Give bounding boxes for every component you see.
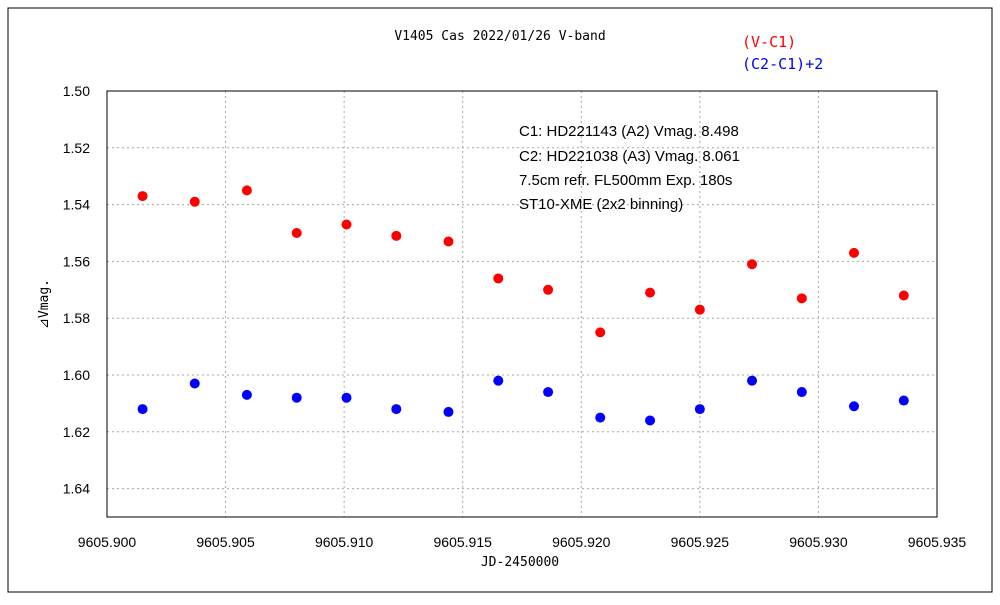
data-point [391,230,402,241]
data-point [189,378,200,389]
x-tick-labels: 9605.900 9605.905 9605.910 9605.915 9605.920… [78,534,967,550]
x-tick-label: 9605.920 [552,534,611,550]
y-tick-label: 1.52 [63,140,90,156]
data-points [137,185,909,426]
data-point [341,219,352,230]
data-point [241,389,252,400]
y-tick-label: 1.56 [63,253,90,269]
annotation-line-3: 7.5cm refr. FL500mm Exp. 180s [519,172,732,189]
legend-entry-c2-c1: (C2-C1)+2 [742,55,823,73]
x-tick-label: 9605.915 [434,534,493,550]
data-point [341,392,352,403]
x-tick-label: 9605.930 [789,534,848,550]
data-point [645,287,656,298]
data-point [137,404,148,415]
data-point [796,387,807,398]
data-point [645,415,656,426]
data-point [443,236,454,247]
data-point [898,290,909,301]
data-point [694,304,705,315]
chart-title: V1405 Cas 2022/01/26 V-band [394,29,605,44]
x-tick-label: 9605.925 [671,534,730,550]
y-tick-label: 1.54 [63,197,90,213]
data-point [291,392,302,403]
y-tick-label: 1.50 [63,83,90,99]
plot-area [106,90,938,518]
data-point [595,412,606,423]
data-point [391,404,402,415]
legend-entry-v-c1: (V-C1) [742,33,796,51]
series-v-c1 [137,185,909,338]
x-tick-label: 9605.910 [315,534,374,550]
data-point [241,185,252,196]
y-tick-label: 1.62 [63,424,90,440]
x-tick-label: 9605.905 [196,534,255,550]
data-point [849,247,859,258]
data-point [747,259,758,270]
annotation-block: C1: HD221143 (A2) Vmag. 8.498 C2: HD2210… [519,123,740,213]
y-tick-label: 1.60 [63,367,90,383]
data-point [747,375,758,386]
data-point [291,228,302,238]
data-point [493,273,504,284]
y-tick-labels: 1.50 1.52 1.54 1.56 1.58 1.60 1.62 1.64 [63,83,90,497]
x-axis-label: JD-2450000 [481,555,559,570]
y-tick-label: 1.64 [63,481,90,497]
data-point [189,196,200,207]
data-point [137,191,148,202]
annotation-line-1: C1: HD221143 (A2) Vmag. 8.498 [519,123,739,140]
outer-frame [7,7,993,593]
y-tick-label: 1.58 [63,310,90,326]
data-point [898,395,909,406]
data-point [543,284,554,295]
x-tick-label: 9605.935 [908,534,967,550]
annotation-line-2: C2: HD221038 (A3) Vmag. 8.061 [519,148,740,165]
data-point [443,406,454,417]
data-point [694,404,705,415]
x-tick-label: 9605.900 [78,534,137,550]
series-c2-c1 [137,375,909,426]
data-point [595,327,606,338]
data-point [849,401,859,412]
data-point [543,387,554,398]
annotation-line-4: ST10-XME (2x2 binning) [519,196,683,213]
data-point [796,293,807,304]
grid [107,91,937,517]
data-point [493,375,504,386]
y-axis-label: ⊿Vmag. [37,279,52,329]
